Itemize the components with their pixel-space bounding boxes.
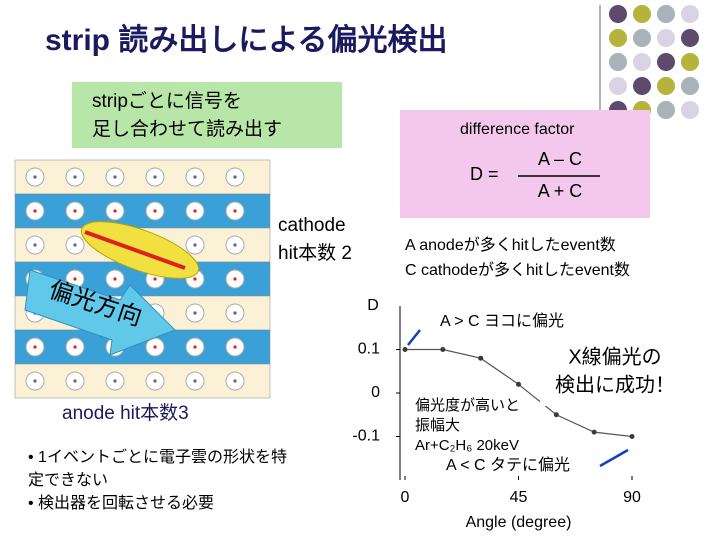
success-line: X線偏光の: [568, 345, 661, 368]
decor-dot: [633, 77, 651, 95]
pixel-dot: [73, 277, 77, 281]
pixel-dot: [113, 379, 117, 383]
data-point: [629, 434, 635, 439]
decor-dot: [633, 5, 651, 23]
decor-dots: [609, 5, 699, 119]
data-point: [478, 355, 484, 361]
decor-dot: [657, 29, 675, 47]
bullet: 定できない: [28, 471, 108, 489]
pixel-dot: [193, 379, 197, 383]
pixel-dot: [73, 379, 77, 383]
pixel-dot: [153, 345, 157, 349]
pixel-dot: [33, 175, 37, 179]
pixel-dot: [73, 345, 77, 349]
pixel-dot: [233, 209, 237, 213]
y-tick-label: 0: [371, 384, 380, 401]
decor-dot: [657, 53, 675, 71]
decor-dot: [681, 29, 699, 47]
pixel-dot: [113, 277, 117, 281]
annotation: 偏光度が高いと: [415, 397, 520, 414]
annotation: A > C ヨコに偏光: [440, 312, 564, 330]
y-axis-label: D: [367, 297, 379, 314]
data-point: [591, 429, 597, 435]
title: strip 読み出しによる偏光検出: [45, 23, 447, 57]
pixel-dot: [153, 277, 157, 281]
x-tick-label: 90: [623, 489, 641, 506]
success-line: 検出に成功！: [555, 373, 675, 396]
decor-dot: [681, 5, 699, 23]
pixel-dot: [33, 345, 37, 349]
annotation: Ar+C₂H₆ 20keV: [415, 437, 519, 454]
x-tick-label: 45: [510, 489, 528, 506]
readout-line: 足し合わせて読み出す: [92, 118, 282, 140]
pixel-dot: [73, 243, 77, 247]
pixel-dot: [33, 379, 37, 383]
y-tick-label: 0.1: [358, 341, 380, 358]
x-axis-label: Angle (degree): [466, 514, 572, 531]
formula-numerator: A – C: [538, 149, 582, 169]
pixel-dot: [233, 277, 237, 281]
formula-box: [400, 110, 650, 218]
decor-dot: [657, 101, 675, 119]
decor-dot: [657, 5, 675, 23]
decor-dot: [609, 77, 627, 95]
readout-line: stripごとに信号を: [92, 90, 242, 112]
pixel-dot: [233, 379, 237, 383]
pixel-dot: [193, 277, 197, 281]
pixel-dot: [233, 243, 237, 247]
data-point: [516, 381, 521, 387]
pixel-dot: [193, 243, 197, 247]
pixel-dot: [233, 175, 237, 179]
legend-entry: C cathodeが多くhitしたevent数: [405, 261, 630, 279]
decor-dot: [633, 29, 651, 47]
decor-dot: [609, 5, 627, 23]
pixel-dot: [153, 209, 157, 213]
cathode-label: hit本数 2: [278, 242, 352, 264]
pixel-dot: [193, 175, 197, 179]
pixel-dot: [233, 311, 237, 315]
decor-dot: [681, 53, 699, 71]
pixel-dot: [153, 379, 157, 383]
annotation: A < C タテに偏光: [446, 456, 570, 474]
pixel-dot: [73, 209, 77, 213]
pixel-dot: [113, 209, 117, 213]
anode-label: anode hit本数3: [62, 402, 189, 424]
track: [84, 230, 186, 270]
decor-dot: [609, 29, 627, 47]
legend-entry: A anodeが多くhitしたevent数: [405, 236, 616, 254]
pixel-dot: [73, 175, 77, 179]
decor-dot: [681, 101, 699, 119]
decor-dot: [681, 77, 699, 95]
decor-dot: [609, 53, 627, 71]
formula-heading: difference factor: [460, 121, 575, 138]
bullet: • 1イベントごとに電子雲の形状を特: [28, 448, 287, 466]
annotation: 振幅大: [415, 417, 460, 434]
decor-dot: [633, 53, 651, 71]
readout-box: [72, 82, 342, 148]
direction-arrow: [24, 269, 176, 356]
data-point: [440, 347, 446, 352]
pixel-dot: [113, 175, 117, 179]
chart: D Angle (degree) 0.1 0 -0.1 0 45 90: [352, 297, 641, 531]
decor-dot: [657, 77, 675, 95]
pixel-dot: [153, 175, 157, 179]
pixel-dot: [193, 345, 197, 349]
pixel-dot: [193, 209, 197, 213]
data-point: [402, 347, 408, 352]
y-tick-label: -0.1: [352, 428, 380, 445]
pointer: [599, 448, 629, 468]
bullet: • 検出器を回転させる必要: [28, 494, 214, 512]
x-tick-label: 0: [401, 489, 410, 506]
success-box: [540, 340, 690, 406]
pixel-dot: [33, 243, 37, 247]
pointer: [407, 329, 421, 346]
data-point: [553, 412, 559, 418]
formula-denominator: A + C: [538, 181, 583, 201]
formula-lhs: D =: [470, 164, 499, 184]
pixel-dot: [233, 345, 237, 349]
pixel-dot: [193, 311, 197, 315]
cathode-label: cathode: [278, 215, 346, 236]
pixel-dot: [33, 209, 37, 213]
